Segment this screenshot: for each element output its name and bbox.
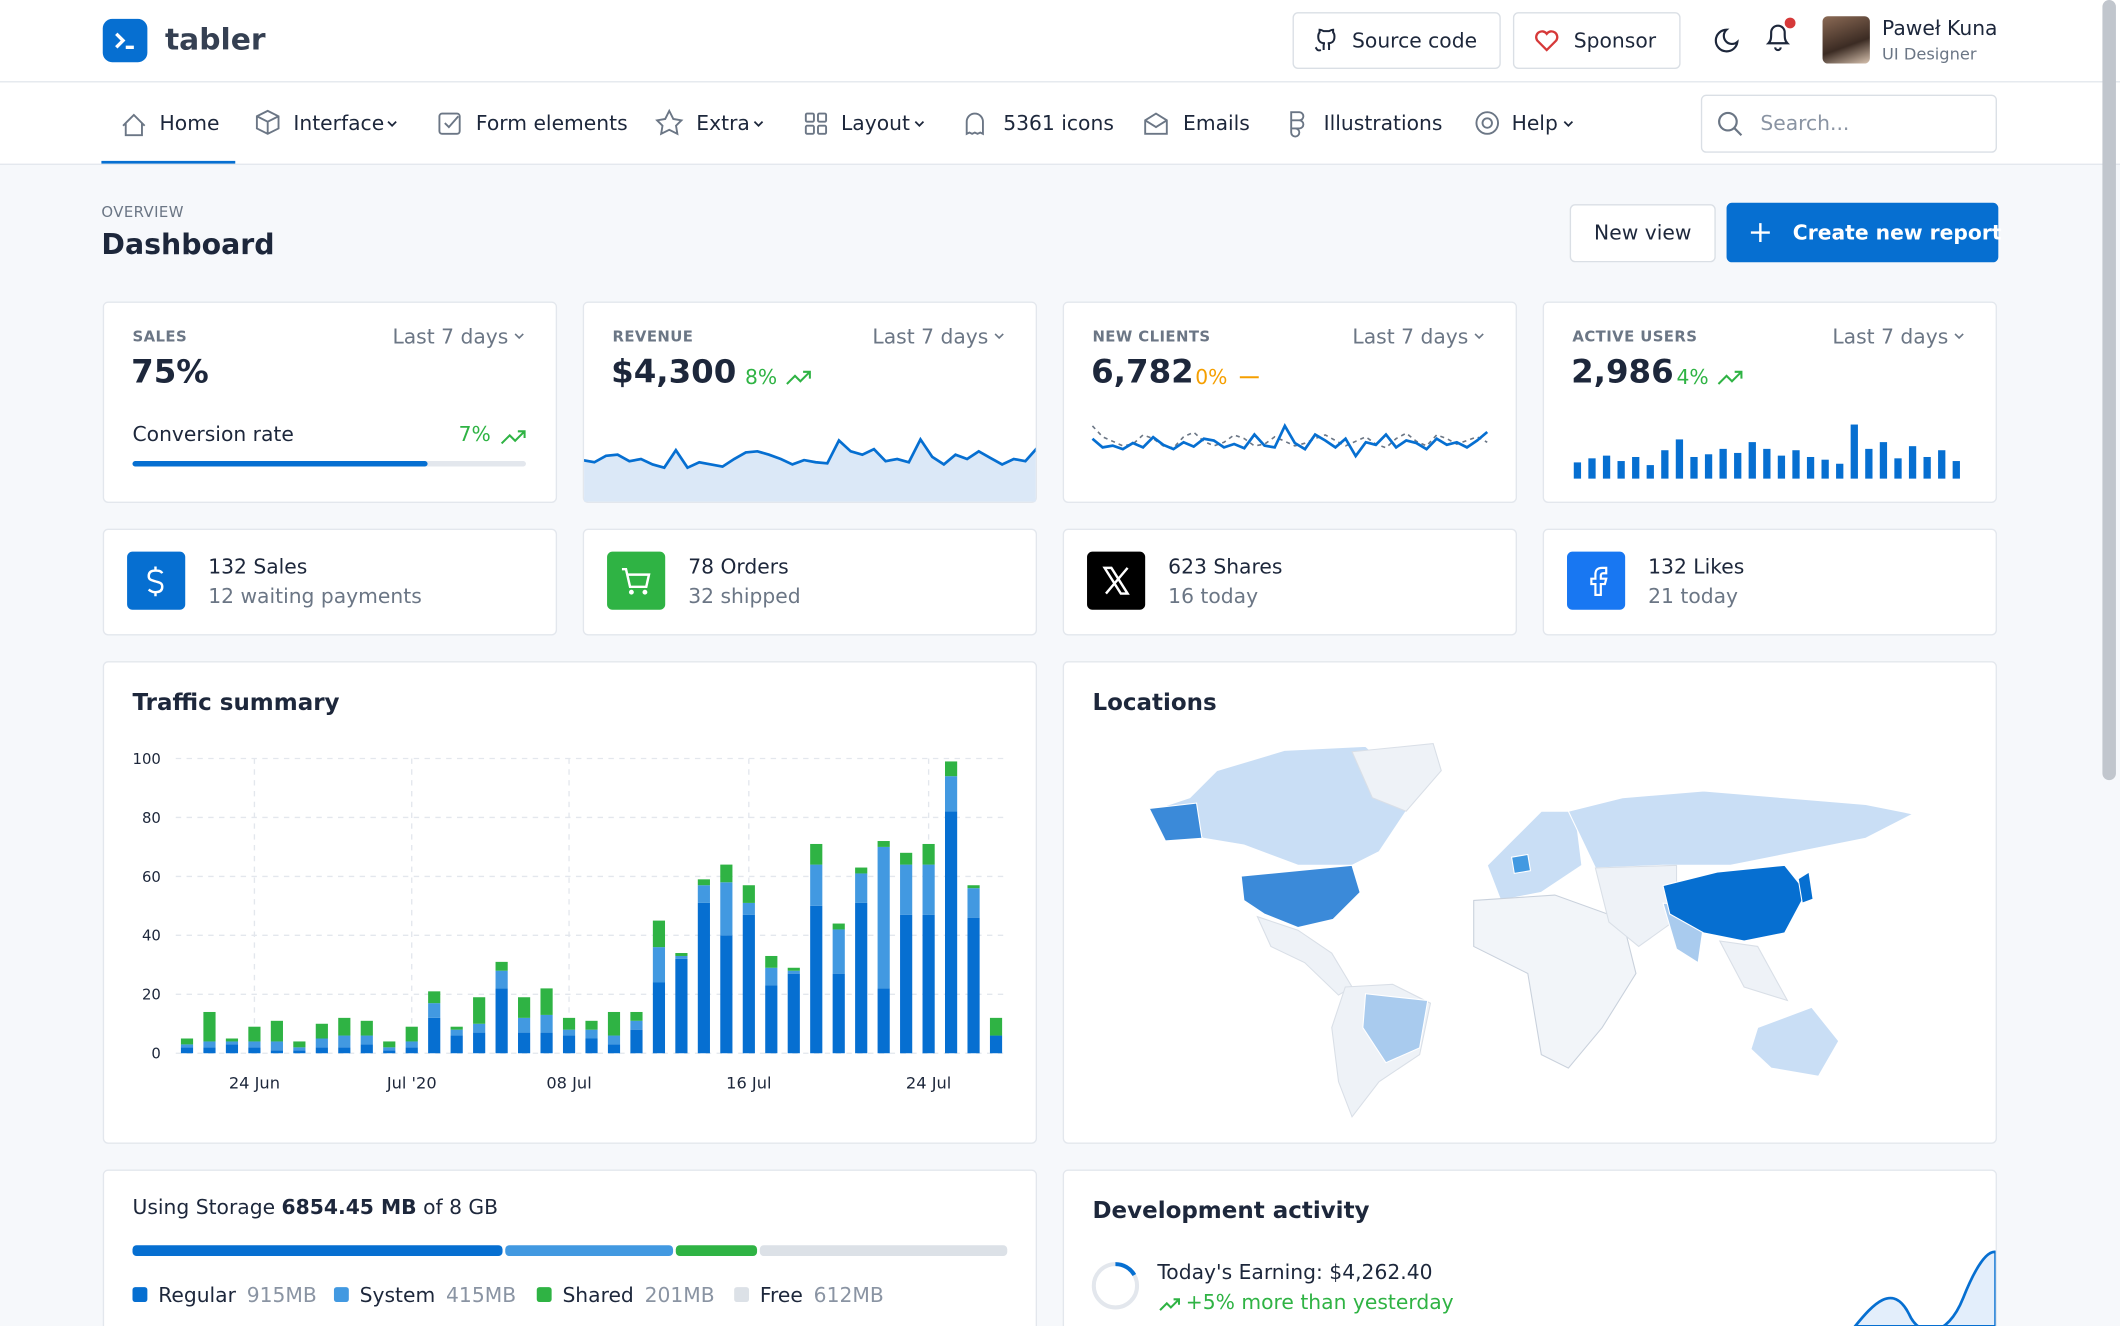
mini-title: 132 Likes — [1648, 554, 1745, 579]
stat-value: 75% — [131, 352, 209, 391]
nav-item[interactable]: 5361 icons — [1003, 110, 1114, 136]
plus-icon — [1750, 223, 1770, 243]
period-dropdown[interactable]: Last 7 days — [872, 324, 989, 349]
stat-change: 4% — [1676, 365, 1709, 390]
sponsor-label: Sponsor — [1573, 28, 1657, 53]
user-role: UI Designer — [1882, 44, 1977, 64]
stat-value: $4,300 — [611, 352, 737, 391]
earning-change: +5% more than yesterday — [1185, 1289, 1454, 1315]
nav-active-underline — [101, 160, 236, 164]
source-button[interactable] — [1292, 12, 1501, 69]
bell-icon[interactable] — [1762, 16, 1797, 54]
mini-title: 78 Orders — [688, 554, 789, 579]
heart-icon — [1535, 30, 1559, 52]
facebook-icon — [1567, 551, 1626, 610]
storage-title: Using Storage 6854.45 MB of 8 GB — [132, 1195, 498, 1219]
pretitle: OVERVIEW — [101, 203, 184, 222]
page-title: Dashboard — [101, 228, 275, 261]
mini-subtitle: 32 shipped — [688, 584, 801, 609]
dev-card — [1062, 1169, 1997, 1326]
stat-change: 0% — [1195, 365, 1228, 390]
mini-subtitle: 12 waiting payments — [208, 584, 422, 609]
nav-item[interactable]: Interface — [293, 110, 385, 136]
nav-item[interactable]: Help — [1511, 110, 1558, 136]
sales-icon — [127, 551, 186, 610]
stat-label: SALES — [132, 327, 188, 346]
stat-card — [102, 301, 558, 503]
period-dropdown[interactable]: Last 7 days — [392, 324, 509, 349]
nav-item[interactable]: Extra — [696, 110, 750, 136]
scrollbar[interactable] — [2102, 0, 2116, 781]
cart-glyph — [621, 567, 651, 595]
logo-glyph — [115, 32, 134, 50]
orders-icon — [607, 551, 666, 610]
x-icon — [1087, 551, 1146, 610]
stat-value: 6,782 — [1091, 352, 1194, 391]
mini-title: 132 Sales — [208, 554, 308, 579]
mini-subtitle: 16 today — [1168, 584, 1259, 609]
earning: Today's Earning: $4,262.40 — [1157, 1260, 1433, 1285]
locations-card — [1062, 661, 1997, 1144]
stat-label: REVENUE — [612, 327, 694, 346]
storage-prefix: Using Storage — [132, 1195, 276, 1220]
nav-item[interactable]: Layout — [840, 110, 910, 136]
nav-item[interactable]: Form elements — [475, 110, 628, 136]
logo-icon[interactable] — [102, 18, 148, 63]
period-dropdown[interactable]: Last 7 days — [1832, 324, 1949, 349]
stat-label: ACTIVE USERS — [1572, 327, 1698, 346]
header-bar — [0, 0, 2120, 83]
sponsor-button[interactable] — [1512, 12, 1681, 69]
user-name[interactable]: Paweł Kuna — [1882, 16, 1998, 41]
nav-item[interactable]: Home — [159, 110, 220, 136]
period-dropdown[interactable]: Last 7 days — [1352, 324, 1469, 349]
x-glyph — [1102, 566, 1130, 595]
mini-title: 623 Shares — [1168, 554, 1283, 579]
traffic-card — [102, 661, 1038, 1144]
avatar[interactable] — [1822, 16, 1870, 64]
card-title: Locations — [1092, 689, 1217, 717]
stat-change: 8% — [744, 365, 778, 390]
nav-item[interactable]: Illustrations — [1323, 110, 1443, 136]
stat-label: NEW CLIENTS — [1092, 327, 1211, 346]
brand[interactable]: tabler — [164, 23, 266, 58]
storage-card — [102, 1169, 1038, 1326]
search-icon — [1718, 111, 1743, 136]
card-title: Traffic summary — [132, 689, 340, 717]
github-icon — [1314, 28, 1336, 52]
storage-used: 6854.45 MB — [281, 1195, 417, 1220]
new-view-label: New view — [1594, 220, 1692, 245]
card-title: Development activity — [1092, 1197, 1370, 1225]
mini-subtitle: 21 today — [1648, 584, 1739, 609]
theme-icon[interactable] — [1713, 27, 1740, 54]
source-label: Source code — [1352, 28, 1478, 53]
facebook-glyph — [1590, 566, 1608, 596]
search-placeholder: Search... — [1760, 110, 1850, 136]
create-report-button[interactable] — [1726, 202, 1999, 263]
stat-value: 2,986 — [1571, 352, 1674, 391]
search-box[interactable] — [1700, 94, 1997, 153]
dollar-glyph — [147, 566, 164, 597]
nav-icons — [122, 108, 1574, 138]
stat-change: 7% — [458, 421, 491, 447]
storage-suffix: of 8 GB — [423, 1195, 499, 1220]
new-view-button[interactable] — [1569, 204, 1716, 263]
stat-sub-label: Conversion rate — [132, 421, 294, 447]
create-report-label: Create new report — [1792, 220, 2002, 245]
nav-item[interactable]: Emails — [1183, 110, 1250, 136]
